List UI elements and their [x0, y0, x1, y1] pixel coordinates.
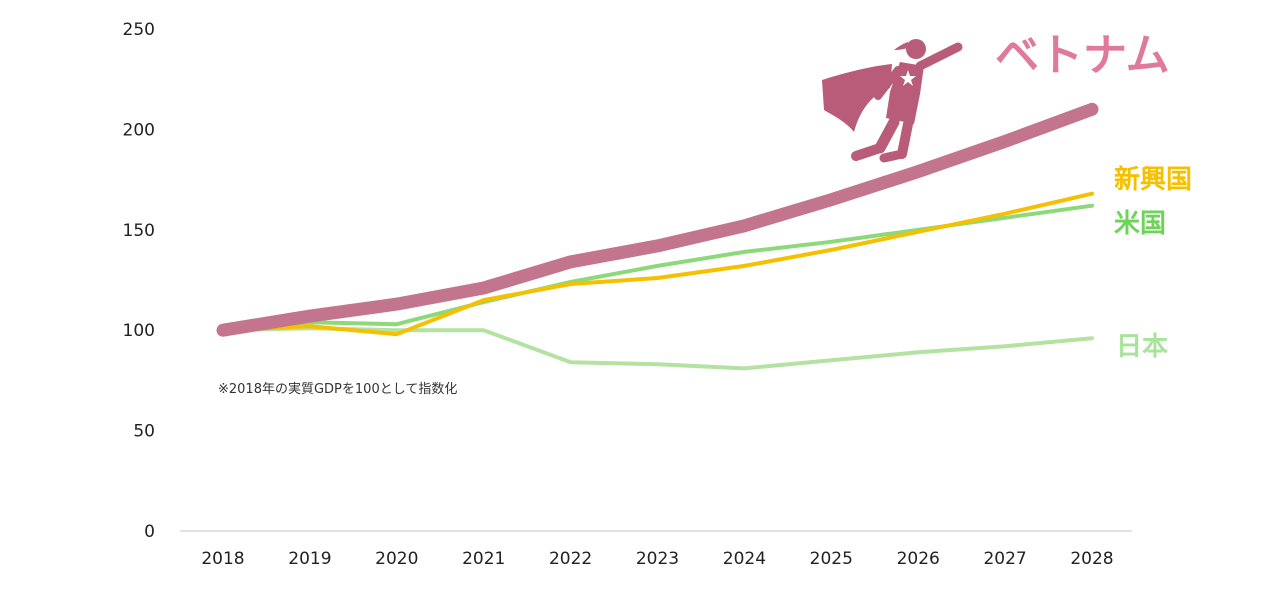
series-lines — [216, 102, 1099, 371]
x-tick-label: 2027 — [983, 549, 1026, 569]
star-icon — [900, 70, 916, 86]
series-label-3: ベトナム — [995, 30, 1170, 81]
y-tick-label: 100 — [123, 321, 155, 341]
x-tick-label: 2023 — [636, 549, 679, 569]
series-label-0: 日本 — [1116, 332, 1168, 362]
series-line-2 — [221, 191, 1094, 337]
chart-note: ※2018年の実質GDPを100として指数化 — [218, 381, 457, 397]
x-axis-ticks: 2018 2019 2020 2021 2022 2023 2024 2025 2026 2027… — [201, 549, 1113, 569]
x-tick-label: 2024 — [723, 549, 766, 569]
x-tick-label: 2019 — [288, 549, 331, 569]
x-tick-label: 2022 — [549, 549, 592, 569]
y-tick-label: 50 — [133, 422, 155, 442]
x-tick-label: 2020 — [375, 549, 418, 569]
series-labels: 日本 米国 新興国 ベトナム — [995, 30, 1192, 362]
x-tick-label: 2025 — [810, 549, 853, 569]
x-tick-label: 2028 — [1070, 549, 1113, 569]
y-axis-ticks: 0 50 100 150 200 250 — [123, 20, 155, 542]
series-label-1: 米国 — [1114, 209, 1166, 239]
y-tick-label: 150 — [123, 221, 155, 241]
series-line-0 — [221, 326, 1094, 371]
x-tick-label: 2018 — [201, 549, 244, 569]
series-label-2: 新興国 — [1114, 164, 1192, 195]
flying-superhero-icon — [822, 39, 963, 163]
y-tick-label: 250 — [123, 20, 155, 40]
y-tick-label: 0 — [144, 522, 155, 542]
x-tick-label: 2026 — [897, 549, 940, 569]
series-line-3 — [216, 102, 1099, 337]
y-tick-label: 200 — [123, 120, 155, 140]
x-tick-label: 2021 — [462, 549, 505, 569]
